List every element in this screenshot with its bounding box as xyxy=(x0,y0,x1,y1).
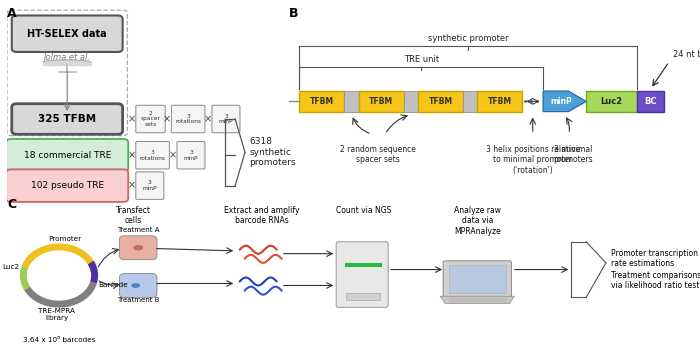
Ellipse shape xyxy=(133,245,143,250)
Text: ×: × xyxy=(204,114,212,124)
FancyBboxPatch shape xyxy=(463,91,477,112)
Text: ×: × xyxy=(127,150,136,160)
FancyBboxPatch shape xyxy=(12,104,122,134)
Text: minP: minP xyxy=(550,97,572,106)
Text: Barcode: Barcode xyxy=(99,282,128,289)
Text: ×: × xyxy=(127,181,136,191)
Text: 3 minimal
promoters: 3 minimal promoters xyxy=(554,145,593,164)
Text: 325 TFBM: 325 TFBM xyxy=(38,114,97,124)
FancyBboxPatch shape xyxy=(358,91,404,112)
Text: B: B xyxy=(289,7,298,20)
FancyBboxPatch shape xyxy=(136,172,164,199)
FancyBboxPatch shape xyxy=(136,142,169,169)
Text: Jolma et al.: Jolma et al. xyxy=(43,53,91,62)
FancyBboxPatch shape xyxy=(346,293,379,300)
Text: TFBM: TFBM xyxy=(369,97,393,106)
FancyBboxPatch shape xyxy=(177,142,205,169)
Text: Luc2: Luc2 xyxy=(601,97,622,106)
FancyBboxPatch shape xyxy=(344,263,382,267)
Text: BC: BC xyxy=(644,97,657,106)
Text: 3 helix positions relative
to minimal promoter
('rotation'): 3 helix positions relative to minimal pr… xyxy=(486,145,580,175)
Text: 24 nt barcode: 24 nt barcode xyxy=(673,50,700,59)
FancyBboxPatch shape xyxy=(477,91,522,112)
Text: TFBM: TFBM xyxy=(310,97,334,106)
Text: synthetic promoter: synthetic promoter xyxy=(428,34,508,43)
Text: Extract and amplify
barcode RNAs: Extract and amplify barcode RNAs xyxy=(224,206,300,225)
FancyBboxPatch shape xyxy=(212,105,240,133)
FancyBboxPatch shape xyxy=(344,91,358,112)
Text: HT-SELEX data: HT-SELEX data xyxy=(27,29,107,39)
Text: 3
minP: 3 minP xyxy=(143,180,157,191)
FancyBboxPatch shape xyxy=(12,16,122,52)
FancyBboxPatch shape xyxy=(336,242,388,307)
Text: Luc2: Luc2 xyxy=(2,264,20,270)
Text: Treatment A: Treatment A xyxy=(117,227,160,233)
Text: 102 pseudo TRE: 102 pseudo TRE xyxy=(31,181,104,190)
Text: TFBM: TFBM xyxy=(428,97,453,106)
Text: ×: × xyxy=(127,114,136,124)
FancyBboxPatch shape xyxy=(6,170,128,202)
Text: TRE unit: TRE unit xyxy=(404,55,439,64)
Text: Treatment comparisons
via likelihood ratio test: Treatment comparisons via likelihood rat… xyxy=(611,271,700,290)
Text: Count via NGS: Count via NGS xyxy=(336,206,391,215)
FancyBboxPatch shape xyxy=(136,105,165,133)
Text: 3.64 x 10⁶ barcodes: 3.64 x 10⁶ barcodes xyxy=(22,337,95,343)
FancyBboxPatch shape xyxy=(586,91,637,112)
FancyBboxPatch shape xyxy=(6,139,128,172)
Text: 3
minP: 3 minP xyxy=(183,150,198,161)
Text: 3
rotations: 3 rotations xyxy=(139,150,166,161)
Text: 2
spacer
sets: 2 spacer sets xyxy=(141,111,160,127)
Text: 2 random sequence
spacer sets: 2 random sequence spacer sets xyxy=(340,145,415,164)
FancyBboxPatch shape xyxy=(443,261,512,298)
Text: 6318
synthetic
promoters: 6318 synthetic promoters xyxy=(249,138,296,167)
FancyBboxPatch shape xyxy=(120,236,157,260)
FancyBboxPatch shape xyxy=(120,274,157,297)
FancyBboxPatch shape xyxy=(300,91,344,112)
FancyBboxPatch shape xyxy=(637,91,664,112)
Text: 3
minP: 3 minP xyxy=(218,114,233,125)
FancyBboxPatch shape xyxy=(172,105,205,133)
Polygon shape xyxy=(440,296,514,303)
FancyBboxPatch shape xyxy=(418,91,463,112)
Text: Promoter transcription
rate estimations: Promoter transcription rate estimations xyxy=(611,249,698,268)
Text: Treatment B: Treatment B xyxy=(117,297,160,303)
FancyBboxPatch shape xyxy=(449,265,506,293)
Text: Transfect
cells: Transfect cells xyxy=(116,206,150,225)
Text: TFBM: TFBM xyxy=(488,97,512,106)
Ellipse shape xyxy=(131,283,140,288)
Text: C: C xyxy=(7,198,16,211)
Text: TRE-MPRA
library: TRE-MPRA library xyxy=(38,308,75,321)
Text: 3
rotations: 3 rotations xyxy=(175,114,201,125)
Text: Promoter: Promoter xyxy=(48,236,81,242)
Polygon shape xyxy=(543,91,586,112)
Text: 18 commercial TRE: 18 commercial TRE xyxy=(24,151,111,160)
Text: Analyze raw
data via
MPRAnalyze: Analyze raw data via MPRAnalyze xyxy=(454,206,500,236)
Text: ×: × xyxy=(163,114,172,124)
FancyBboxPatch shape xyxy=(404,91,418,112)
Text: ×: × xyxy=(169,150,177,160)
Text: A: A xyxy=(7,7,17,20)
